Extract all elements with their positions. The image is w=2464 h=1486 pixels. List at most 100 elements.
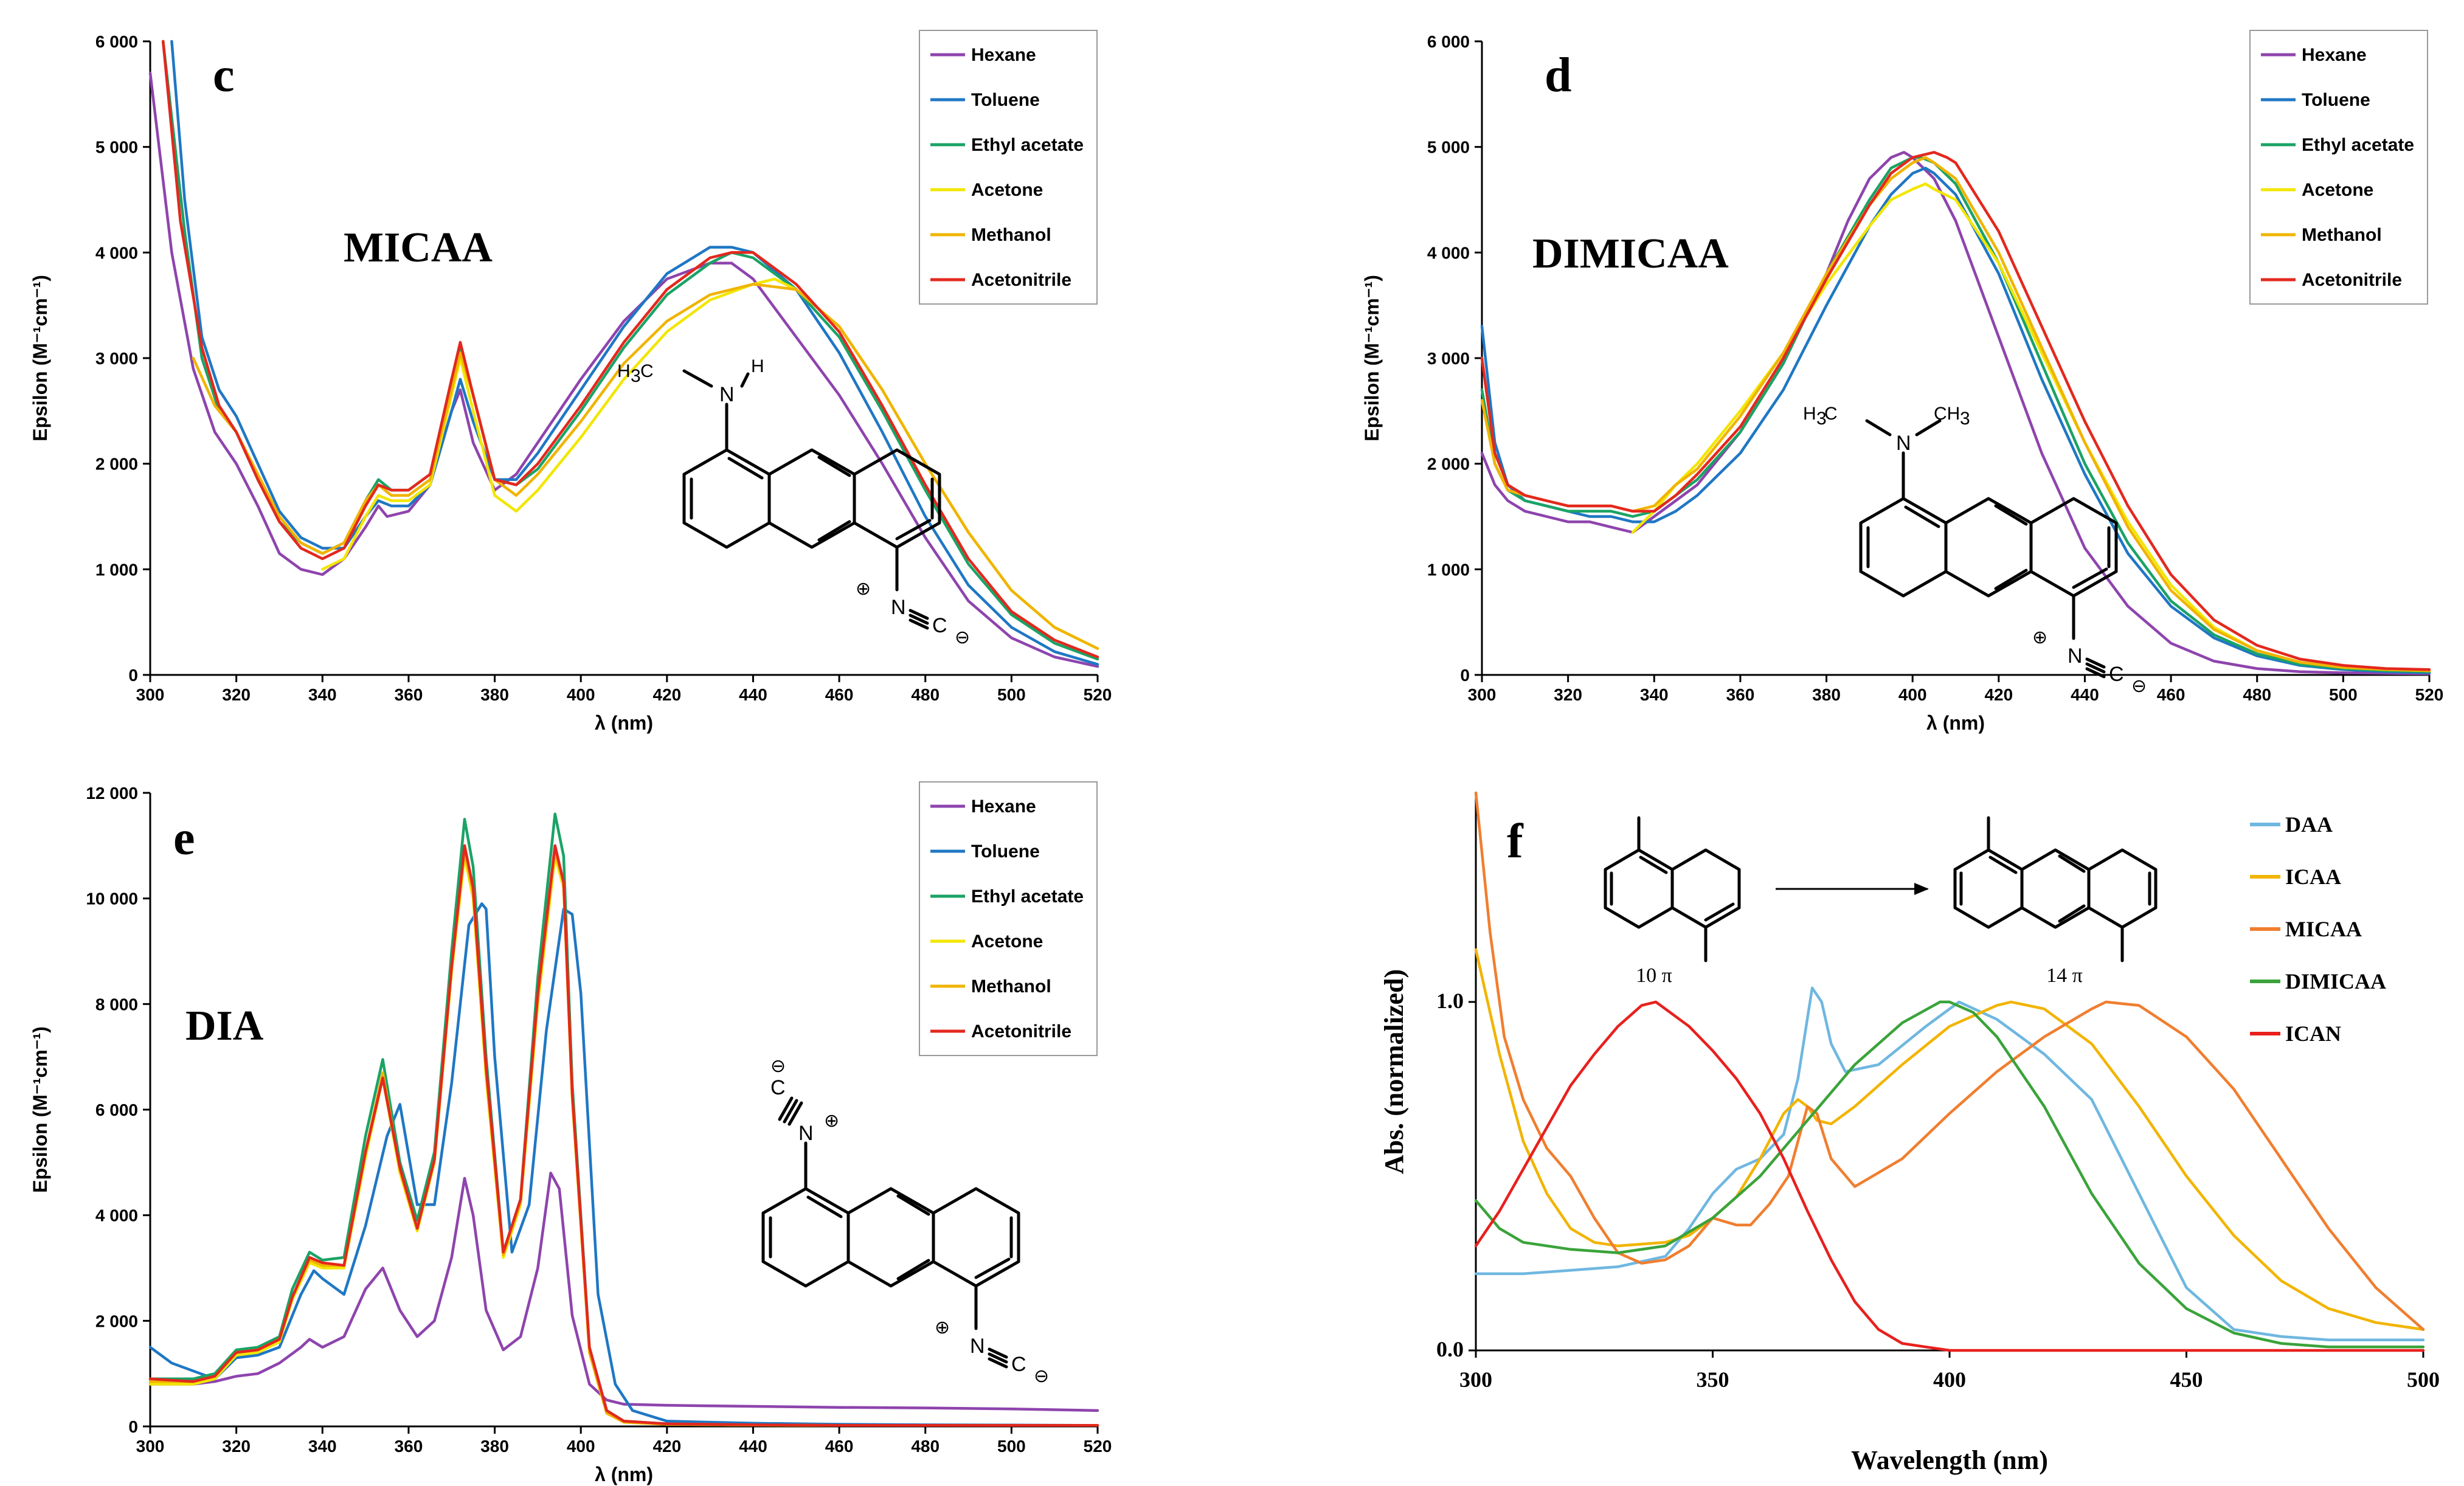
plus-charge-icon: ⊕: [856, 579, 871, 599]
minus-charge-icon: ⊖: [955, 627, 970, 648]
y-tick-label: 4 000: [95, 243, 138, 262]
y-tick-label: 0: [128, 666, 138, 685]
y-tick-label: 2 000: [95, 455, 138, 474]
legend-box: [919, 781, 1098, 1056]
y-tick-label: 10 000: [86, 890, 138, 908]
x-tick-label: 350: [1697, 1367, 1729, 1392]
x-tick-label: 400: [567, 685, 595, 704]
x-tick-label: 340: [1640, 685, 1669, 704]
x-tick-label: 500: [997, 1437, 1026, 1456]
pi-electron-label-14: 14 π: [2046, 964, 2083, 987]
x-tick-label: 380: [480, 685, 509, 704]
x-axis-title: λ (nm): [595, 712, 653, 734]
isocyanide-top-n: N: [798, 1122, 814, 1145]
bottom-minus-charge-icon: ⊖: [1034, 1366, 1049, 1386]
series-line-hexane: [148, 71, 1099, 668]
micaa-structure: N H 3 C H N C ⊕ ⊖: [617, 356, 970, 648]
x-tick-label: 380: [480, 1437, 509, 1456]
y-tick-label: 3 000: [95, 349, 138, 368]
x-tick-label: 300: [1459, 1367, 1492, 1392]
x-tick-label: 300: [1468, 685, 1497, 704]
top-minus-charge-icon: ⊖: [770, 1056, 786, 1076]
isocyanide-n-atom: N: [891, 596, 906, 619]
methyl-h-atom: H: [617, 361, 631, 381]
legend-label: MICAA: [2285, 917, 2362, 941]
series-line-micaa: [1474, 791, 2425, 1331]
y-tick-label: 0: [1460, 666, 1470, 685]
legend-box: [919, 30, 1098, 305]
dimethyl-n-atom: N: [1896, 432, 1911, 455]
x-tick-label: 500: [997, 685, 1026, 704]
y-tick-label: 8 000: [95, 995, 138, 1014]
y-tick-label: 4 000: [1427, 243, 1470, 262]
legend-label: Acetone: [971, 931, 1043, 952]
isocyanide-top-c: C: [770, 1076, 786, 1099]
legend-label: Toluene: [2302, 90, 2370, 110]
methyl-right-ch: CH: [1934, 404, 1960, 424]
legend-label: Ethyl acetate: [2302, 135, 2414, 155]
anthracene-skeleton: [682, 369, 941, 630]
methyl-c-atom: C: [640, 361, 654, 381]
legend-label: Methanol: [2302, 225, 2382, 245]
plus-charge-icon: ⊕: [2032, 627, 2047, 648]
compound-label: MICAA: [344, 224, 493, 271]
legend-label: DAA: [2285, 812, 2333, 837]
x-tick-label: 320: [222, 685, 251, 704]
x-tick-label: 400: [1898, 685, 1927, 704]
y-tick-label: 6 000: [95, 1101, 138, 1119]
series-line-dimicaa: [1474, 1000, 2425, 1349]
isocyanide-n-atom: N: [2068, 645, 2083, 668]
legend-label: Toluene: [971, 90, 1040, 110]
y-tick-label: 6 000: [1427, 32, 1470, 51]
x-tick-label: 360: [395, 685, 423, 704]
bottom-plus-charge-icon: ⊕: [935, 1318, 950, 1338]
series-line-acetone: [321, 277, 1099, 650]
series-line-hexane: [1480, 151, 2431, 676]
x-tick-label: 440: [739, 1437, 767, 1456]
panel-d-chart: 300 320 340 360 380 400 420 440 460 480 500 520 0 1 0…: [1361, 30, 2443, 734]
x-tick-label: 520: [2415, 685, 2444, 704]
x-tick-label: 500: [2329, 685, 2358, 704]
isocyanide-bottom-n: N: [970, 1335, 985, 1358]
x-tick-label: 440: [2071, 685, 2099, 704]
x-tick-label: 460: [825, 1437, 854, 1456]
pi-electron-label-10: 10 π: [1636, 964, 1672, 987]
y-axis-title: Epsilon (M⁻¹cm⁻¹): [29, 1026, 51, 1193]
y-tick-label: 3 000: [1427, 349, 1470, 368]
legend-label: Ethyl acetate: [971, 886, 1084, 907]
y-tick-label: 1.0: [1436, 989, 1464, 1013]
y-axis-title: Abs. (normalized): [1379, 969, 1409, 1174]
legend-label: Hexane: [971, 45, 1036, 65]
legend-label: Methanol: [971, 976, 1051, 997]
x-tick-label: 480: [2243, 685, 2271, 704]
amine-h-atom: H: [751, 356, 764, 376]
y-tick-label: 1 000: [95, 560, 138, 579]
x-tick-label: 420: [1984, 685, 2013, 704]
y-tick-label: 4 000: [95, 1206, 138, 1225]
x-tick-label: 300: [136, 685, 165, 704]
series-line-icaa: [1474, 948, 2425, 1331]
y-tick-label: 12 000: [86, 784, 138, 803]
panel-e-chart: 300 320 340 360 380 400 420 440 460 480 500 520 0 2 0…: [29, 781, 1112, 1485]
series-line-ican: [1474, 1000, 2425, 1352]
isocyanide-c-atom: C: [932, 614, 947, 637]
legend-label: Acetonitrile: [971, 270, 1071, 290]
y-tick-label: 1 000: [1427, 560, 1470, 579]
y-axis-title: Epsilon (M⁻¹cm⁻¹): [29, 275, 51, 441]
y-tick-label: 5 000: [1427, 138, 1470, 157]
legend-label: Ethyl acetate: [971, 135, 1084, 155]
reaction-arrow: [1776, 883, 1929, 895]
x-tick-label: 420: [652, 1437, 681, 1456]
x-axis-title: λ (nm): [1926, 712, 1985, 734]
legend-label: ICAA: [2285, 865, 2341, 889]
x-tick-label: 450: [2170, 1367, 2203, 1392]
compound-label: DIMICAA: [1532, 230, 1729, 277]
x-tick-label: 440: [739, 685, 767, 704]
y-tick-label: 5 000: [95, 138, 138, 157]
x-tick-label: 520: [1084, 685, 1112, 704]
dimicaa-structure: N H 3 C CH 3 N C ⊕ ⊖: [1803, 404, 2147, 696]
panel-letter: d: [1545, 49, 1572, 102]
panel-letter: f: [1507, 815, 1524, 868]
x-tick-label: 360: [395, 1437, 423, 1456]
